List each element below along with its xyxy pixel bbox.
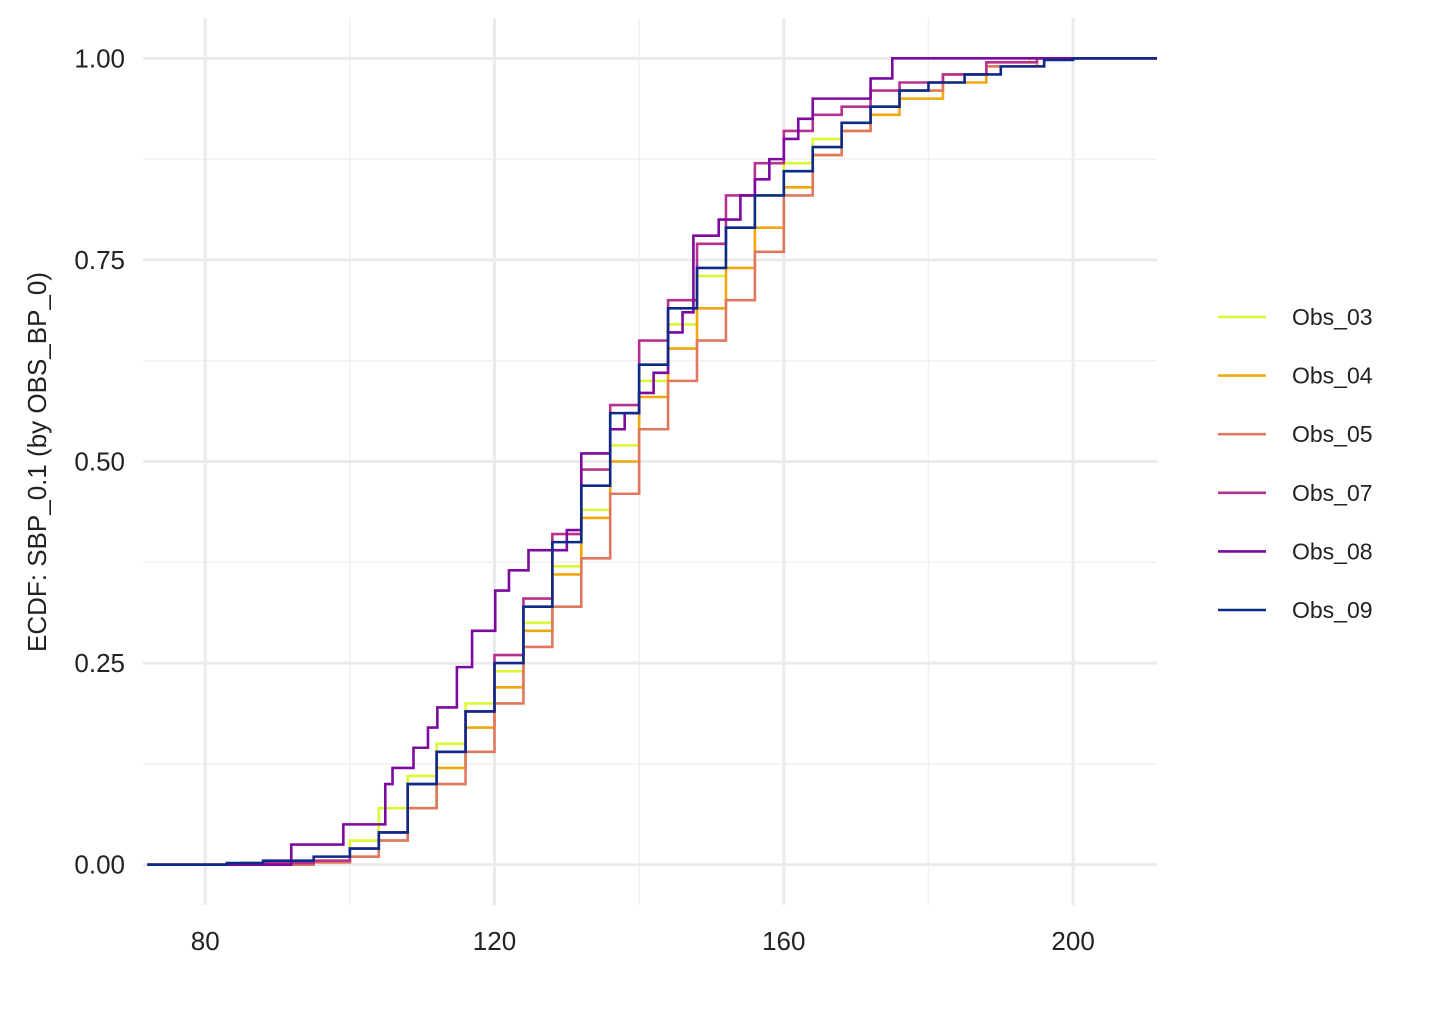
x-tick-label: 200 (1051, 926, 1094, 956)
y-tick-label: 0.75 (74, 245, 125, 275)
legend-label: Obs_03 (1292, 304, 1373, 330)
legend-label: Obs_07 (1292, 480, 1373, 506)
y-axis-title: ECDF: SBP_0.1 (by OBS_BP_0) (22, 272, 52, 652)
legend-label: Obs_09 (1292, 597, 1373, 623)
y-tick-label: 0.50 (74, 447, 125, 477)
ecdf-line (147, 57, 1157, 866)
y-tick-label: 0.00 (74, 850, 125, 880)
ecdf-line (147, 57, 1157, 866)
y-tick-label: 1.00 (74, 43, 125, 73)
legend-label: Obs_08 (1292, 538, 1373, 564)
x-tick-label: 160 (762, 926, 805, 956)
legend-label: Obs_05 (1292, 421, 1373, 447)
y-tick-label: 0.25 (74, 648, 125, 678)
x-tick-label: 80 (191, 926, 220, 956)
x-tick-label: 120 (473, 926, 516, 956)
legend-label: Obs_04 (1292, 363, 1373, 389)
